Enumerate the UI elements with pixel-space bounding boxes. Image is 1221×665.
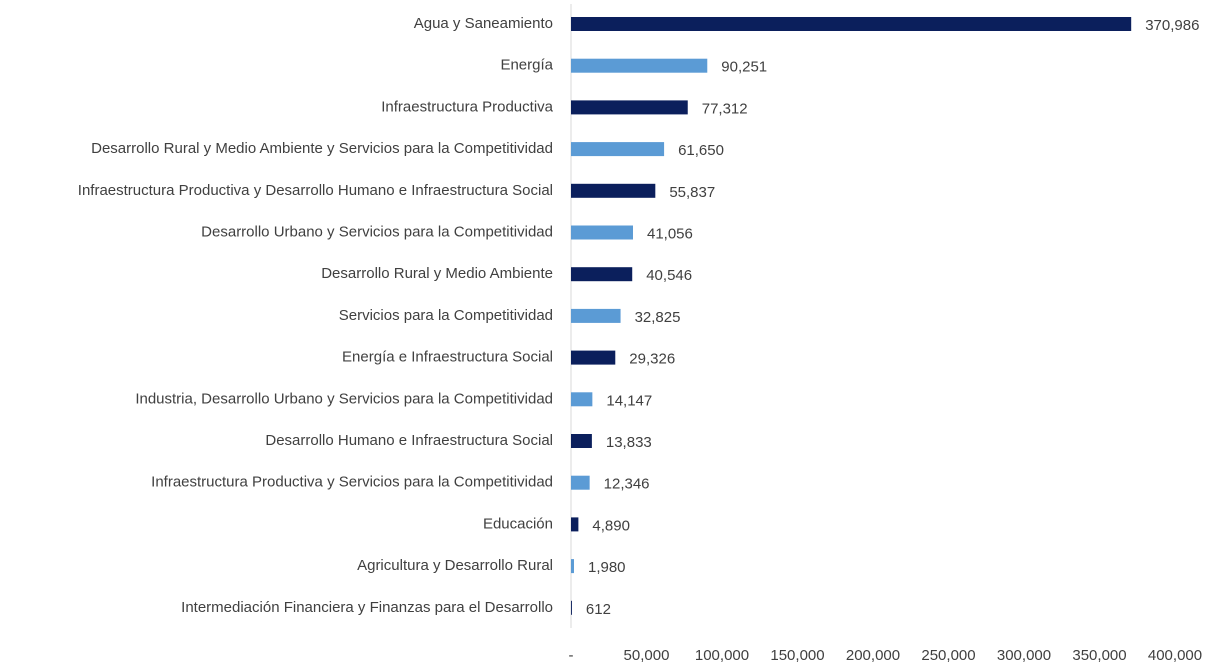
bar [571,475,590,490]
bar [571,559,574,574]
bar [571,183,656,198]
bar [571,392,593,407]
value-label: 14,147 [606,392,652,409]
category-label: Infraestructura Productiva [381,98,553,115]
value-label: 77,312 [702,100,748,117]
bar [571,600,572,615]
category-label: Energía [500,57,553,74]
category-label: Infraestructura Productiva y Desarrollo … [78,182,553,199]
bar [571,100,688,115]
category-label: Agua y Saneamiento [414,15,553,32]
value-label: 1,980 [588,559,626,576]
bar [571,58,708,73]
x-tick-label: 300,000 [997,647,1051,664]
bar [571,350,616,365]
category-label: Desarrollo Humano e Infraestructura Soci… [265,432,553,449]
value-label: 612 [586,601,611,618]
value-label: 40,546 [646,267,692,284]
x-tick-label: 100,000 [695,647,749,664]
value-label: 41,056 [647,225,693,242]
x-tick-label: 350,000 [1072,647,1126,664]
value-label: 12,346 [604,476,650,493]
value-label: 90,251 [721,59,767,76]
value-label: 55,837 [669,184,715,201]
category-label: Desarrollo Rural y Medio Ambiente y Serv… [91,140,553,157]
value-label: 4,890 [592,517,630,534]
bar [571,434,592,448]
category-label: Industria, Desarrollo Urbano y Servicios… [135,390,553,407]
category-label: Desarrollo Rural y Medio Ambiente [321,265,553,282]
category-label: Desarrollo Urbano y Servicios para la Co… [201,223,553,240]
category-label: Energía e Infraestructura Social [342,349,553,366]
value-label: 29,326 [629,351,675,368]
value-label: 32,825 [635,309,681,326]
bar [571,308,621,323]
value-label: 61,650 [678,142,724,159]
bar [571,142,665,157]
x-tick-label: 50,000 [624,647,670,664]
category-label: Agricultura y Desarrollo Rural [357,557,553,574]
x-tick-label: 150,000 [770,647,824,664]
x-tick-label: 400,000 [1148,647,1202,664]
x-tick-label: 200,000 [846,647,900,664]
category-label: Servicios para la Competitividad [339,307,553,324]
category-label: Intermediación Financiera y Finanzas par… [181,599,553,616]
value-label: 13,833 [606,434,652,451]
bar [571,517,579,532]
bar [571,17,1132,31]
category-label: Educación [483,515,553,532]
category-label: Infraestructura Productiva y Servicios p… [151,474,553,491]
x-tick-label: 250,000 [921,647,975,664]
bar [571,225,633,240]
value-label: 370,986 [1145,17,1199,34]
bar [571,267,633,282]
x-tick-label: - [569,647,574,664]
